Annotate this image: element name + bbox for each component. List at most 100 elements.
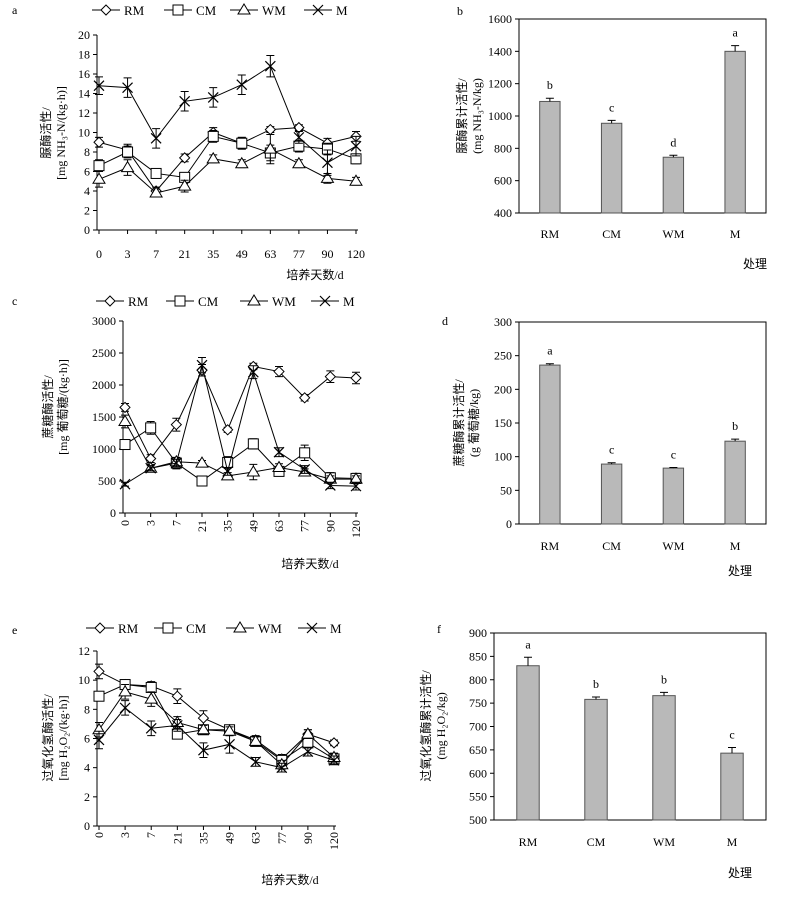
data-point — [236, 79, 248, 91]
data-point — [276, 762, 288, 774]
data-point — [349, 174, 363, 186]
y-tick-label: 18 — [78, 48, 90, 62]
x-tick-label: WM — [653, 835, 675, 849]
error-bar — [731, 45, 740, 52]
y-tick-label: 850 — [469, 649, 487, 663]
data-point — [149, 185, 163, 198]
legend-label-WM: WM — [272, 294, 296, 309]
y-tick-label: 50 — [500, 483, 512, 497]
y-tick-label: 100 — [494, 450, 512, 464]
y-tick-label: 700 — [469, 720, 487, 734]
x-tick-label: 63 — [272, 520, 286, 532]
y-tick-label: 0 — [506, 517, 512, 531]
x-tick-label: 63 — [264, 247, 276, 261]
data-point — [272, 460, 286, 473]
y-tick-label: 800 — [469, 673, 487, 687]
y-axis-label-line2: [mg 葡萄糖/(kg·h)] — [55, 359, 70, 455]
x-tick-label: 49 — [223, 832, 237, 844]
x-axis-label: 处理 — [728, 564, 752, 578]
bar-WM — [662, 156, 685, 214]
error-bar — [660, 691, 668, 696]
x-tick-label: 21 — [179, 247, 191, 261]
y-tick-label: 1500 — [92, 410, 116, 424]
significance-letter: c — [609, 443, 614, 457]
y-tick-label: 16 — [78, 67, 90, 81]
y-axis-label-line2: [mg NH₃-N/(kg·h)] — [54, 86, 68, 180]
panel-label-b: b — [457, 4, 463, 18]
y-tick-label: 2 — [84, 204, 90, 218]
series-WM — [92, 133, 363, 198]
x-tick-label: 90 — [321, 247, 333, 261]
data-point — [178, 152, 191, 164]
data-point — [177, 179, 192, 191]
y-tick-label: 600 — [494, 174, 512, 188]
data-point — [221, 424, 234, 436]
data-point — [93, 160, 105, 172]
y-tick-label: 8 — [84, 145, 90, 159]
panel-d: d 0 50 100 150 200 250 300 蔗糖酶累计活性/(g 葡萄糖/kg) 处理 a… — [442, 314, 767, 578]
legend-marker-WM — [237, 3, 251, 15]
data-point — [350, 140, 362, 152]
y-axis-label-line2: (g 葡萄糖/kg) — [466, 389, 481, 457]
series-RM — [93, 121, 362, 197]
x-tick-label: 3 — [144, 520, 158, 526]
legend-label-WM: WM — [258, 621, 282, 636]
significance-letter: c — [671, 447, 676, 461]
y-tick-label: 300 — [494, 315, 512, 329]
error-bar — [524, 656, 532, 666]
y-axis-label-line1: 蔗糖酶活性/ — [40, 375, 55, 439]
data-point — [170, 457, 182, 469]
y-tick-label: 200 — [494, 382, 512, 396]
legend-marker-CM — [174, 295, 186, 307]
legend-marker-WM — [247, 294, 261, 306]
series-line — [98, 707, 335, 769]
y-tick-label: 1000 — [488, 109, 512, 123]
y-tick-label: 2 — [84, 790, 90, 804]
data-point — [328, 737, 340, 749]
y-tick-label: 0 — [84, 223, 90, 237]
x-axis-label: 处理 — [743, 257, 767, 271]
data-point — [120, 160, 135, 173]
data-point — [171, 690, 184, 702]
panel-label-a: a — [12, 3, 18, 17]
data-point — [145, 422, 157, 434]
x-tick-label: 90 — [323, 520, 337, 532]
bar-RM — [516, 665, 540, 821]
legend-label-CM: CM — [196, 3, 217, 18]
x-tick-label: 49 — [236, 247, 248, 261]
legend-label-M: M — [336, 3, 348, 18]
legend-marker-WM — [233, 621, 247, 633]
x-axis-label: 培养天数/d — [281, 556, 338, 571]
series-line — [98, 684, 335, 761]
data-point — [350, 480, 362, 492]
x-tick-label: M — [727, 835, 738, 849]
data-point — [118, 684, 132, 697]
data-point — [248, 734, 263, 746]
y-tick-label: 900 — [469, 626, 487, 640]
series-line — [124, 365, 357, 487]
x-tick-label: 21 — [195, 520, 209, 532]
x-tick-label: 77 — [275, 832, 289, 844]
y-tick-label: 6 — [84, 165, 90, 179]
legend-marker-M — [312, 4, 324, 16]
data-point — [93, 665, 105, 678]
series-CM — [93, 679, 340, 766]
y-tick-label: 6 — [84, 732, 90, 746]
y-tick-label: 14 — [78, 87, 90, 101]
bar-WM — [652, 695, 676, 821]
data-point — [207, 91, 219, 103]
data-point — [195, 456, 209, 468]
data-point — [171, 719, 183, 731]
y-tick-label: 150 — [494, 416, 512, 430]
data-point — [179, 95, 191, 107]
x-axis-label: 培养天数/d — [286, 267, 343, 282]
data-point — [144, 692, 159, 704]
y-axis-label-line2: (mg H₂O₂/kg) — [434, 692, 448, 759]
y-tick-label: 250 — [494, 349, 512, 363]
data-point — [301, 727, 315, 739]
series-line — [98, 691, 335, 766]
data-point — [207, 130, 219, 142]
panel-e: e 0 2 4 6 8 10 12 过氧化氢酶活性/[mg H₂O₂/(kg·h)] 培养天数/d… — [12, 621, 342, 887]
y-tick-label: 650 — [469, 743, 487, 757]
error-bar — [545, 363, 554, 366]
